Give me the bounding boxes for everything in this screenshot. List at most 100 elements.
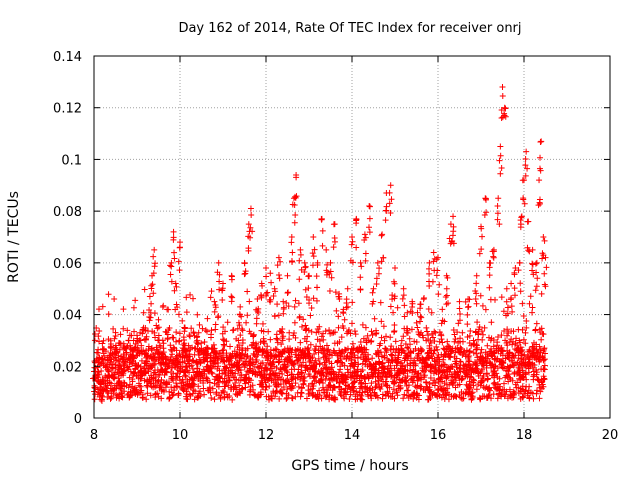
roti-band-marker	[383, 349, 390, 356]
roti-band-marker	[358, 373, 365, 380]
roti-data-point	[478, 225, 485, 232]
roti-band-marker	[314, 369, 321, 376]
roti-band-marker	[105, 311, 112, 318]
roti-data-point	[150, 270, 157, 277]
roti-data-point	[450, 213, 457, 220]
roti-data-point	[327, 259, 334, 266]
roti-band-marker	[347, 391, 354, 398]
roti-band-marker	[341, 395, 348, 402]
roti-band-marker	[221, 383, 228, 390]
roti-data-point	[521, 200, 528, 207]
roti-band-marker	[414, 324, 421, 331]
roti-data-point	[483, 209, 490, 216]
roti-band-marker	[298, 323, 305, 330]
roti-data-point	[348, 241, 355, 248]
roti-data-point	[502, 105, 509, 112]
roti-band-marker	[239, 385, 246, 392]
roti-band-marker	[174, 361, 181, 368]
roti-data-point	[349, 238, 356, 245]
roti-band-marker	[158, 359, 165, 366]
roti-band-marker	[401, 391, 408, 398]
roti-band-marker	[514, 342, 521, 349]
roti-band-marker	[531, 361, 538, 368]
roti-band-marker	[260, 383, 267, 390]
roti-band-marker	[208, 288, 215, 295]
roti-data-point	[237, 311, 244, 318]
roti-band-marker	[483, 359, 490, 366]
roti-data-point	[314, 284, 321, 291]
roti-band-marker	[420, 360, 427, 367]
roti-band-marker	[273, 383, 280, 390]
roti-band-marker	[491, 356, 498, 363]
roti-data-point	[253, 320, 260, 327]
roti-band-marker	[182, 352, 189, 359]
roti-band-marker	[314, 336, 321, 343]
roti-band-marker	[305, 391, 312, 398]
roti-band-marker	[321, 350, 328, 357]
roti-data-point	[112, 344, 119, 351]
roti-band-marker	[243, 319, 250, 326]
roti-band-marker	[357, 381, 364, 388]
roti-band-marker	[96, 338, 103, 345]
roti-band-marker	[377, 373, 384, 380]
roti-band-marker	[145, 368, 152, 375]
roti-data-point	[542, 254, 549, 261]
roti-band-marker	[157, 382, 164, 389]
roti-data-point	[536, 177, 543, 184]
roti-band-marker	[266, 396, 273, 403]
roti-data-point	[159, 351, 166, 358]
roti-band-marker	[220, 357, 227, 364]
roti-band-marker	[251, 364, 258, 371]
roti-band-marker	[139, 394, 146, 401]
roti-band-marker	[118, 382, 125, 389]
roti-data-point	[277, 258, 284, 265]
roti-data-point	[247, 234, 254, 241]
roti-band-marker	[203, 363, 210, 370]
roti-band-marker	[168, 384, 175, 391]
roti-data-point	[517, 280, 524, 287]
roti-band-marker	[209, 385, 216, 392]
roti-data-point	[274, 262, 281, 269]
roti-data-point	[324, 261, 331, 268]
x-axis-label: GPS time / hours	[291, 458, 408, 474]
roti-band-marker	[189, 375, 196, 382]
roti-band-marker	[246, 362, 253, 369]
roti-band-marker	[482, 385, 489, 392]
roti-band-marker	[140, 309, 147, 316]
roti-band-marker	[91, 385, 98, 392]
roti-band-marker	[466, 378, 473, 385]
roti-band-marker	[269, 395, 276, 402]
roti-band-marker	[255, 368, 262, 375]
roti-band-marker	[540, 373, 547, 380]
roti-band-marker	[232, 379, 239, 386]
roti-band-marker	[363, 356, 370, 363]
roti-band-marker	[488, 319, 495, 326]
roti-data-point	[181, 328, 188, 335]
roti-band-marker	[359, 367, 366, 374]
roti-band-marker	[519, 300, 526, 307]
roti-data-point	[172, 280, 179, 287]
roti-data-point	[108, 372, 115, 379]
roti-band-marker	[187, 392, 194, 399]
roti-band-marker	[274, 301, 281, 308]
roti-band-marker	[191, 396, 198, 403]
roti-band-marker	[124, 343, 131, 350]
roti-band-marker	[525, 369, 532, 376]
roti-band-marker	[352, 396, 359, 403]
roti-band-marker	[509, 352, 516, 359]
roti-band-marker	[272, 369, 279, 376]
roti-band-marker	[105, 336, 112, 343]
roti-band-marker	[175, 311, 182, 318]
roti-band-marker	[420, 296, 427, 303]
roti-band-marker	[252, 345, 259, 352]
roti-band-marker	[452, 384, 459, 391]
roti-band-marker	[342, 389, 349, 396]
roti-data-point	[90, 375, 97, 382]
roti-band-marker	[210, 357, 217, 364]
roti-band-marker	[384, 388, 391, 395]
roti-band-marker	[133, 373, 140, 380]
roti-band-marker	[150, 375, 157, 382]
roti-band-marker	[274, 336, 281, 343]
roti-band-marker	[267, 370, 274, 377]
roti-data-point	[159, 337, 166, 344]
